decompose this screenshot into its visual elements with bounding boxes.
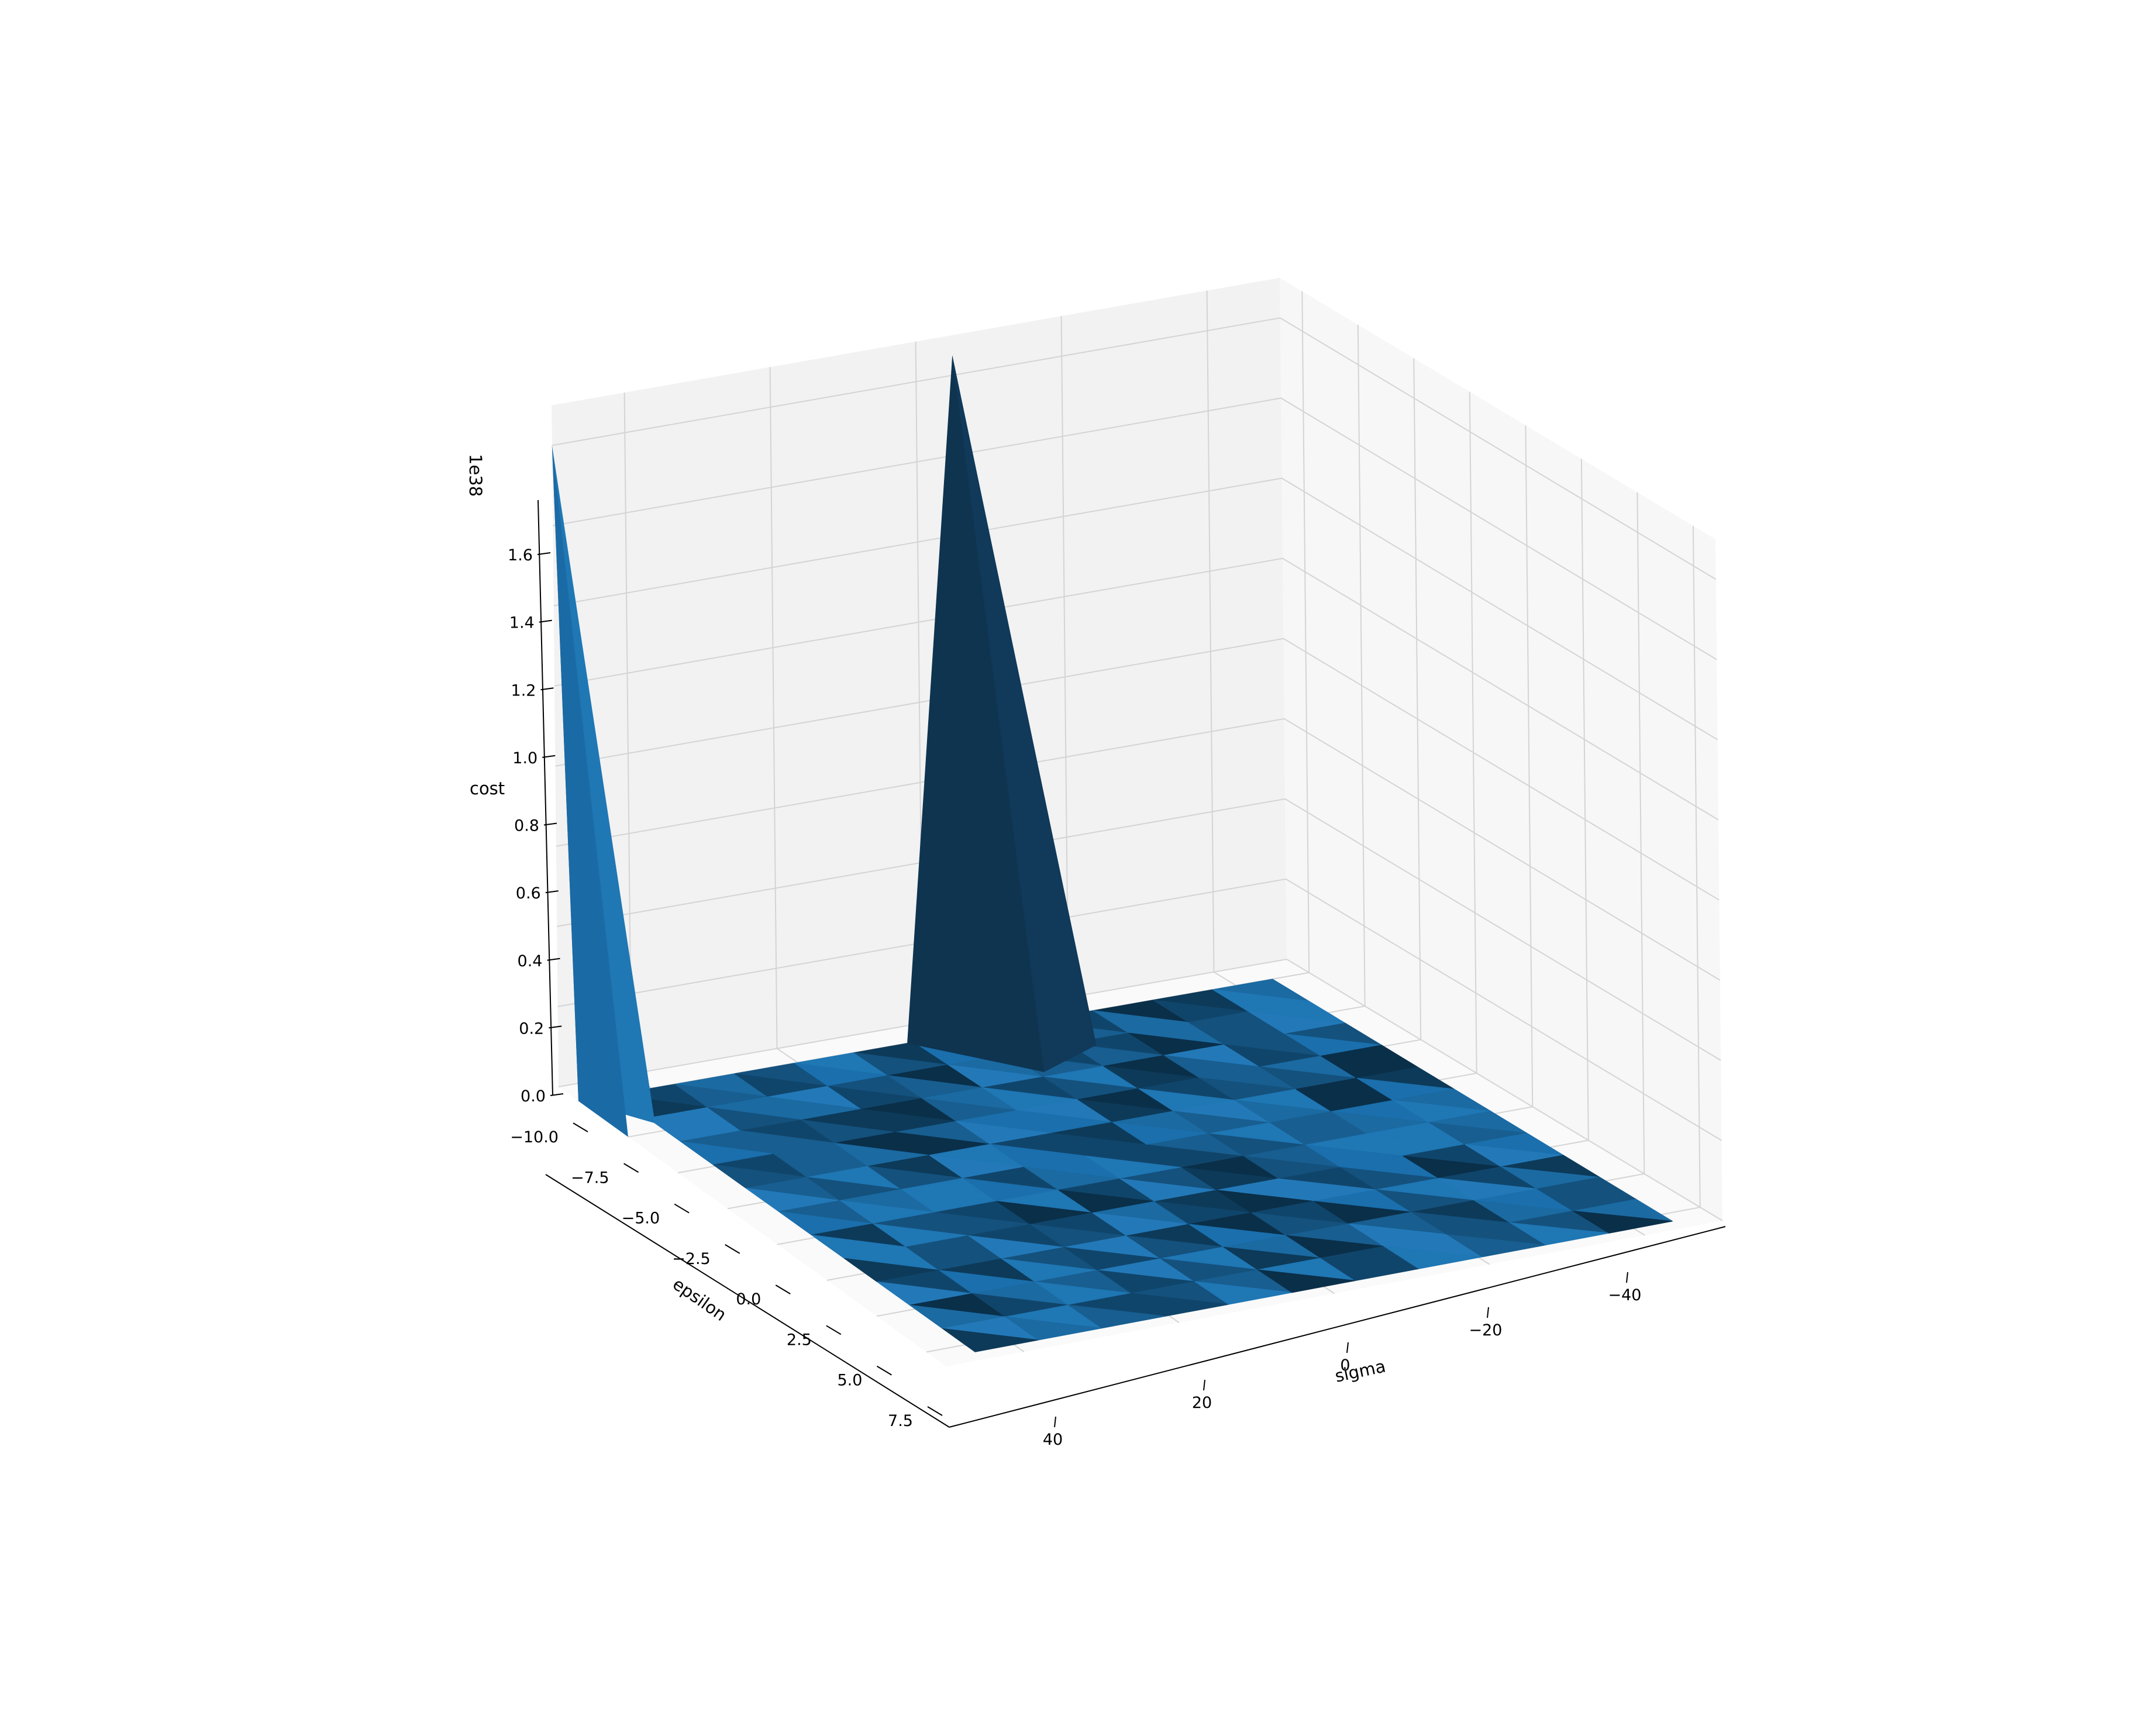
cost-tick-mark — [537, 552, 551, 555]
cost-tick-mark — [547, 957, 560, 961]
epsilon-tick-label: −5.0 — [622, 1210, 660, 1228]
epsilon-axis-line — [545, 1174, 950, 1428]
epsilon-tick-mark — [573, 1122, 588, 1132]
epsilon-tick-label: 0.0 — [736, 1290, 761, 1308]
sigma-tick-label: 40 — [1043, 1431, 1063, 1449]
sigma-axis-ticks: −40 −20 0 20 40 — [1043, 1272, 1642, 1449]
surface-facet — [1383, 1246, 1483, 1269]
cost-tick-label: 0.4 — [518, 952, 543, 970]
grid-line-cost — [558, 958, 1723, 1221]
epsilon-axis-ticks: −10.0 −7.5 −5.0 −2.5 0.0 2.5 5.0 7.5 — [510, 1122, 943, 1430]
epsilon-tick-label: 2.5 — [787, 1331, 812, 1349]
cost-tick-mark — [545, 890, 559, 894]
epsilon-tick-label: −7.5 — [571, 1169, 609, 1187]
cost-axis-line — [538, 500, 553, 1096]
grid-line-cost — [553, 397, 1717, 660]
side-pane — [1280, 278, 1722, 1221]
sigma-tick-mark — [1203, 1379, 1205, 1391]
sigma-tick-label: 0 — [1340, 1356, 1350, 1375]
axis-lines — [538, 500, 1726, 1428]
epsilon-tick-mark — [623, 1163, 639, 1173]
surface-facet — [1194, 1281, 1293, 1305]
grid-line-cost — [555, 638, 1720, 901]
sigma-tick-mark — [1626, 1272, 1628, 1283]
epsilon-tick-label: 7.5 — [888, 1412, 913, 1430]
cost-tick-mark — [550, 1093, 564, 1096]
surface-facet — [942, 1328, 1039, 1352]
surface-mesh — [552, 355, 1673, 1352]
sigma-tick-mark — [1054, 1416, 1056, 1428]
epsilon-tick-mark — [674, 1203, 690, 1214]
sigma-axis-line — [949, 1226, 1726, 1428]
grid-line-cost — [557, 798, 1721, 1061]
epsilon-tick-mark — [826, 1325, 842, 1335]
cost-tick-label: 1.4 — [509, 614, 535, 632]
sigma-tick-label: −20 — [1469, 1321, 1503, 1339]
surface-facet — [1446, 1234, 1546, 1258]
grid-line-cost — [553, 477, 1718, 740]
cost-tick-mark — [549, 1025, 562, 1029]
epsilon-tick-mark — [775, 1284, 791, 1295]
cost-tick-mark — [539, 619, 552, 623]
peak-right-side — [952, 355, 1097, 1072]
cost-tick-mark — [542, 755, 556, 758]
cost-axis-label: cost — [470, 779, 505, 798]
cost-tick-label: 0.6 — [516, 884, 541, 903]
cost-tick-label: 0.0 — [521, 1087, 546, 1105]
sigma-tick-label: −40 — [1608, 1286, 1642, 1304]
cost-offset-label: 1e38 — [466, 454, 485, 497]
surface-facet — [1068, 1304, 1166, 1329]
cost-tick-label: 1.2 — [511, 681, 536, 700]
epsilon-tick-mark — [876, 1365, 892, 1376]
sigma-tick-mark — [1346, 1342, 1349, 1353]
surface-facet — [1005, 1316, 1102, 1341]
epsilon-tick-mark — [725, 1244, 740, 1254]
surface-facet — [1321, 1258, 1419, 1282]
surface-facet — [1573, 1210, 1673, 1234]
epsilon-tick-label: 5.0 — [837, 1372, 862, 1390]
peak-left-side — [552, 445, 628, 1137]
cost-tick-label: 1.0 — [512, 749, 538, 767]
cost-axis-ticks: 0.0 0.2 0.4 0.6 0.8 1.0 1.2 1.4 1.6 — [508, 546, 564, 1105]
epsilon-tick-label: −10.0 — [510, 1128, 559, 1146]
grid-line-cost — [554, 557, 1719, 821]
surface-facet — [1257, 1269, 1356, 1293]
cost-tick-label: 0.2 — [519, 1019, 544, 1038]
surface-facet — [1131, 1293, 1229, 1317]
grid-line-cost — [557, 878, 1722, 1141]
surface-facet — [1510, 1222, 1610, 1246]
epsilon-tick-label: −2.5 — [672, 1250, 711, 1268]
sigma-tick-label: 20 — [1192, 1394, 1212, 1412]
cost-tick-label: 1.6 — [508, 546, 533, 564]
cost-tick-label: 0.8 — [514, 817, 539, 835]
epsilon-tick-mark — [927, 1406, 943, 1416]
sigma-tick-mark — [1487, 1307, 1489, 1318]
grid-line-cost — [552, 317, 1717, 580]
epsilon-axis-label: epsilon — [669, 1274, 730, 1325]
grid-line-cost — [556, 718, 1721, 981]
cost-tick-mark — [543, 822, 557, 826]
cost-tick-mark — [540, 687, 554, 691]
